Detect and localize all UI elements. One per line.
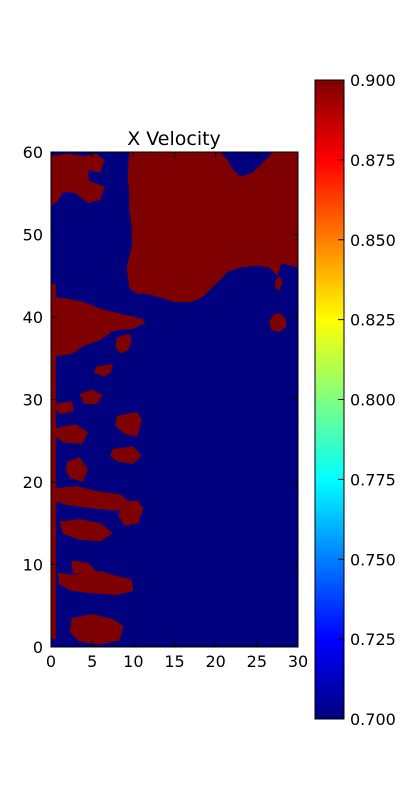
high-region-right-blob-40: [269, 312, 287, 332]
y-tick-label: 30: [23, 391, 43, 410]
x-tick-label: 25: [247, 652, 267, 671]
high-region-blob-14: [59, 519, 113, 542]
high-region-blob-28: [115, 411, 142, 437]
x-tick-label: 0: [46, 652, 56, 671]
high-region-left-edge-strip: [51, 284, 56, 639]
high-region-blob-3: [69, 614, 124, 645]
high-region-blob-34: [93, 364, 113, 377]
high-region-blob-31: [79, 389, 103, 405]
y-tick-label: 50: [23, 226, 43, 245]
x-tick-label: 5: [87, 652, 97, 671]
high-region-blob-23: [110, 446, 142, 464]
high-region-upper-left-patch: [51, 153, 105, 206]
y-tick-label: 40: [23, 308, 43, 327]
x-tick-label: 10: [123, 652, 143, 671]
colorbar-tick-label: 0.750: [350, 550, 396, 569]
high-region-blob-16-right: [118, 500, 144, 526]
high-region-blob-10: [71, 560, 97, 577]
colorbar-tick-label: 0.875: [350, 151, 396, 170]
high-region-blob-37: [115, 333, 132, 354]
y-tick-label: 10: [23, 556, 43, 575]
high-region-blob-21: [65, 457, 88, 482]
y-tick-label: 20: [23, 473, 43, 492]
high-region-blob-8: [57, 571, 134, 595]
heatmap-plot: 0 5 10 15 20 25 30 0 10 20 30 40 50 60: [23, 143, 309, 671]
chart-title: X Velocity: [127, 128, 221, 150]
high-region-right-blob-44: [274, 275, 283, 291]
high-region-blob-18: [51, 486, 130, 511]
high-region-upper-plume: [126, 152, 298, 303]
colorbar-tick-label: 0.825: [350, 311, 396, 330]
colorbar-tick-label: 0.775: [350, 470, 396, 489]
y-tick-label: 60: [23, 143, 43, 162]
colorbar-tick-label: 0.900: [350, 71, 396, 90]
x-tick-label: 30: [288, 652, 308, 671]
colorbar: 0.700 0.725 0.750 0.775 0.800 0.825 0.850 0.875…: [314, 71, 396, 729]
colorbar-tick-label: 0.700: [350, 710, 396, 729]
colorbar-tick-label: 0.725: [350, 630, 396, 649]
colorbar-tick-label: 0.800: [350, 391, 396, 410]
y-tick-label: 0: [33, 638, 43, 657]
x-tick-label: 20: [205, 652, 225, 671]
x-tick-label: 15: [164, 652, 184, 671]
high-region-blob-29-small: [55, 401, 75, 415]
high-region-left-band-42-36: [51, 296, 146, 357]
colorbar-tick-label: 0.850: [350, 231, 396, 250]
high-region-blob-26: [54, 424, 88, 444]
